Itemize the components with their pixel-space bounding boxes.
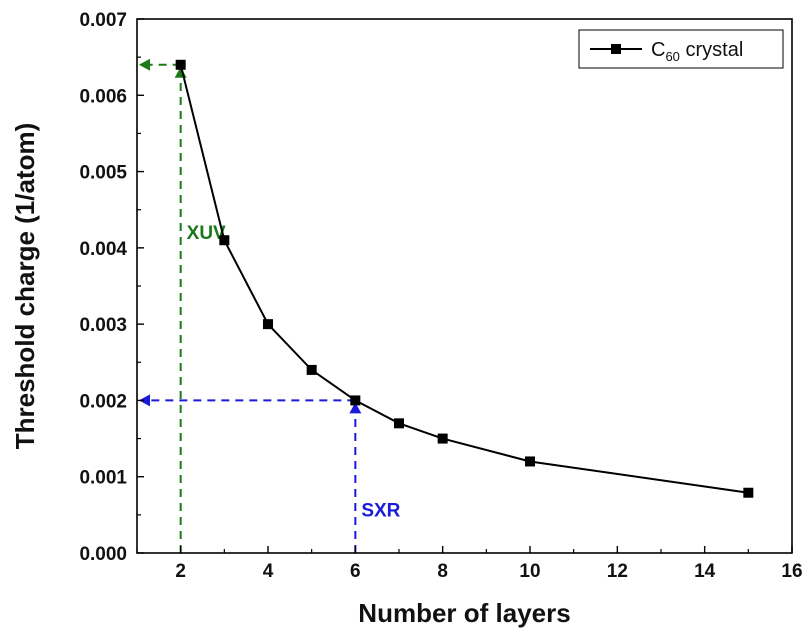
x-tick-label-4: 4 bbox=[263, 561, 274, 582]
data-point-3 bbox=[219, 235, 230, 246]
x-tick-label-2: 2 bbox=[175, 561, 186, 582]
y-axis-ticks: 0.000 0.001 0.002 0.003 0.004 0.005 0.006 0.007 bbox=[79, 10, 144, 565]
x-axis-ticks: 2 4 6 8 10 12 14 16 bbox=[136, 546, 803, 582]
y-tick-label-0: 0.000 bbox=[79, 544, 127, 565]
data-point-7 bbox=[394, 418, 404, 429]
data-point-10 bbox=[525, 456, 535, 467]
legend-label-main: C bbox=[651, 39, 665, 61]
y-tick-label-5: 0.005 bbox=[79, 163, 127, 184]
annotations-layer: XUV SXR bbox=[139, 58, 401, 553]
series-layer bbox=[175, 59, 754, 498]
x-tick-label-10: 10 bbox=[519, 561, 540, 582]
legend-label-rest: crystal bbox=[680, 39, 743, 61]
y-tick-label-4: 0.004 bbox=[79, 239, 127, 260]
legend: C60 crystal bbox=[578, 29, 784, 69]
xuv-label: XUV bbox=[187, 223, 226, 244]
plot-frame bbox=[136, 18, 793, 554]
x-tick-label-8: 8 bbox=[437, 561, 448, 582]
series-line-0 bbox=[179, 64, 749, 494]
y-tick-label-7: 0.007 bbox=[79, 10, 127, 31]
sxr-up-arrow bbox=[349, 402, 362, 414]
y-tick-label-6: 0.006 bbox=[79, 86, 127, 107]
x-tick-label-6: 6 bbox=[350, 561, 361, 582]
legend-label: C60 crystal bbox=[651, 39, 743, 64]
data-point-2 bbox=[175, 59, 186, 70]
data-point-6 bbox=[350, 395, 361, 406]
data-point-5 bbox=[306, 364, 317, 375]
x-tick-label-14: 14 bbox=[694, 561, 716, 582]
sxr-left-arrow bbox=[139, 394, 150, 407]
y-axis-title: Threshold charge (1/atom) bbox=[10, 123, 40, 450]
x-tick-label-16: 16 bbox=[781, 561, 802, 582]
y-tick-label-2: 0.002 bbox=[79, 391, 127, 412]
y-tick-label-1: 0.001 bbox=[79, 468, 127, 489]
data-point-4 bbox=[263, 319, 273, 330]
x-axis-title: Number of layers bbox=[358, 598, 570, 628]
legend-marker-swatch bbox=[611, 44, 621, 54]
data-point-8 bbox=[437, 433, 448, 444]
y-tick-label-3: 0.003 bbox=[79, 315, 127, 336]
data-point-15 bbox=[743, 487, 754, 498]
xuv-left-arrow bbox=[139, 58, 150, 71]
x-tick-label-12: 12 bbox=[607, 561, 628, 582]
sxr-label: SXR bbox=[361, 501, 400, 522]
legend-label-subscript: 60 bbox=[665, 49, 679, 64]
